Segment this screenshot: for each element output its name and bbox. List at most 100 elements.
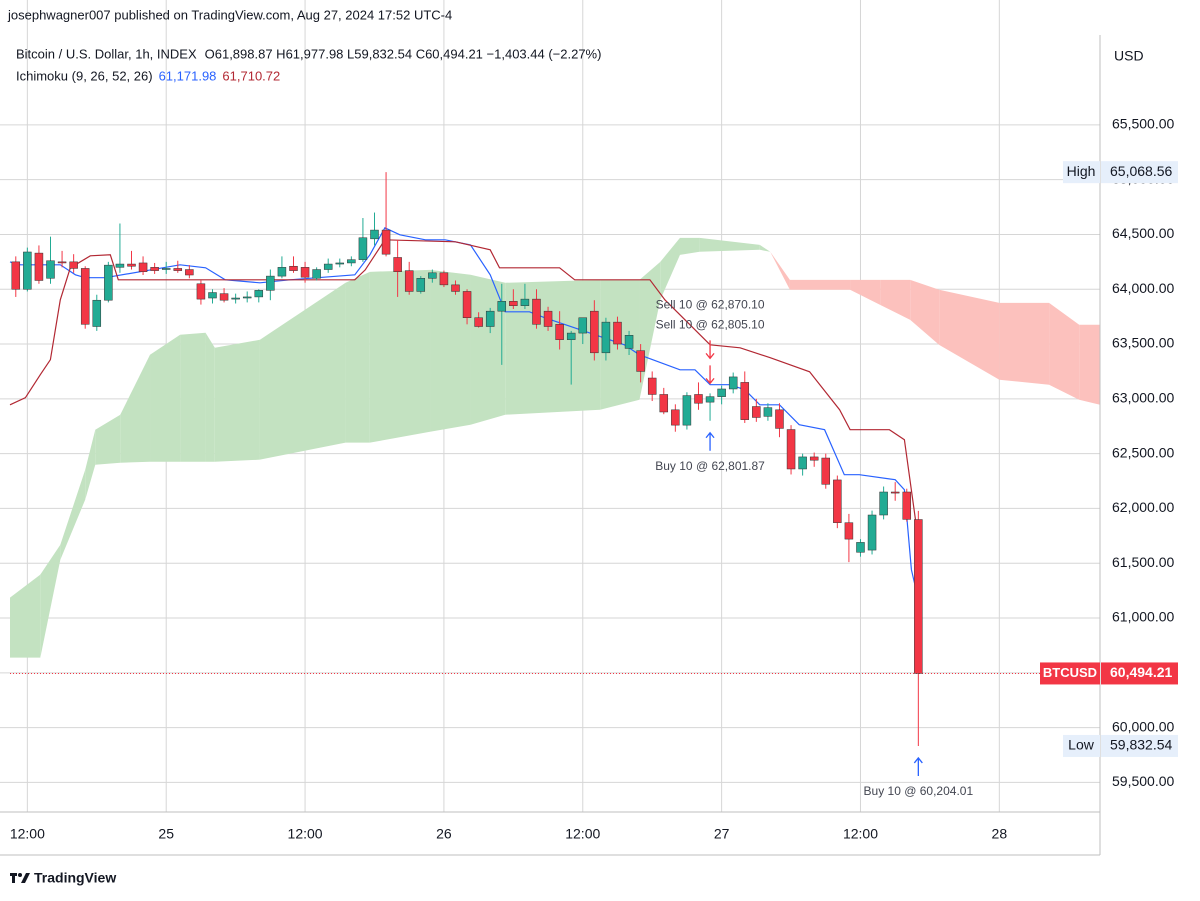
logo-part (12, 873, 15, 883)
cloud-segment (40, 544, 61, 658)
candle-body (34, 252, 44, 281)
candle-body (786, 429, 796, 470)
candle-body (127, 263, 136, 267)
candle-body (358, 237, 368, 260)
cloud-segment (150, 334, 181, 462)
candle-body (682, 395, 692, 426)
candle-body (902, 491, 912, 520)
candle-body (451, 284, 460, 292)
candle-body (46, 260, 55, 279)
candle-body (347, 259, 356, 264)
cloud-segment (345, 271, 370, 443)
cloud-segment (430, 269, 471, 432)
candle-body (404, 270, 414, 292)
cloud-segment (214, 339, 260, 462)
candle-body (196, 283, 206, 300)
candle-body (590, 310, 599, 354)
candle-body (173, 268, 183, 271)
annotation-label: Buy 10 @ 60,204.01 (864, 784, 974, 798)
currency-label: USD (1114, 48, 1144, 64)
x-tick-label: 25 (158, 826, 174, 842)
candle-body (647, 377, 657, 395)
y-tick-label: 63,000.00 (1112, 390, 1174, 406)
candle-body (532, 298, 541, 325)
x-tick-label: 12:00 (288, 826, 323, 842)
y-tick-label: 62,500.00 (1112, 444, 1174, 460)
candle-body (578, 317, 588, 334)
cloud-segment (85, 429, 96, 500)
indicator-title: Ichimoku (9, 26, 52, 26) (16, 68, 153, 83)
y-tick-label: 61,500.00 (1112, 554, 1174, 570)
candle-body (509, 301, 518, 306)
last-price-value-box (1101, 662, 1178, 685)
published-note: josephwagner007 published on TradingView… (7, 7, 452, 22)
logo-part (18, 873, 22, 877)
candle-body (104, 264, 113, 301)
candle-body (370, 229, 379, 240)
candle-body (809, 456, 819, 461)
cloud-segment (180, 332, 206, 462)
cloud-segment (600, 279, 640, 410)
annotation-label: Sell 10 @ 62,805.10 (656, 318, 765, 332)
candle-body (393, 257, 402, 272)
candle-body (242, 296, 252, 299)
candle-body (752, 406, 761, 418)
x-tick-label: 27 (714, 826, 730, 842)
tenkan-line (9, 227, 919, 600)
cloud-segment (660, 237, 680, 300)
cloud-segment (850, 279, 881, 305)
candle-body (601, 321, 611, 354)
y-tick-label: 62,000.00 (1112, 499, 1174, 515)
candle-body (381, 229, 391, 255)
cloud-segment (910, 279, 940, 345)
candle-body (150, 267, 159, 271)
ohlc-legend: O61,898.87 H61,977.98 L59,832.54 C60,494… (205, 46, 602, 61)
x-tick-label: 26 (436, 826, 452, 842)
candle-body (763, 407, 773, 417)
candle-body (138, 262, 148, 272)
candle-body (636, 350, 645, 372)
logo-part (21, 873, 30, 883)
candle-body (671, 409, 680, 426)
candle-body (23, 251, 32, 290)
candle-body (219, 293, 229, 301)
candle-body (11, 261, 21, 290)
cloud-segment (120, 354, 151, 463)
cloud-segment (939, 289, 1000, 380)
candle-body (659, 394, 669, 413)
annotation-arrow (705, 365, 715, 385)
cloud-segment (1049, 302, 1080, 400)
candle-body (439, 272, 449, 286)
low-marker-value-box (1101, 734, 1178, 757)
high-marker-value: 65,068.56 (1110, 163, 1172, 179)
candle-body (231, 297, 240, 300)
annotation-arrow (705, 431, 715, 451)
candle-body (185, 269, 194, 276)
cloud-segment (1079, 324, 1100, 405)
candle-body (416, 278, 426, 292)
candle-body (312, 269, 321, 279)
candle-body (161, 268, 171, 270)
y-tick-label: 61,000.00 (1112, 609, 1174, 625)
cloud-segment (505, 279, 601, 415)
x-tick-label: 28 (992, 826, 1008, 842)
footer-brand: TradingView (34, 870, 116, 886)
cloud-segment (60, 469, 86, 560)
candle-body (914, 519, 923, 674)
candle-body (844, 522, 854, 540)
y-tick-label: 63,500.00 (1112, 335, 1174, 351)
x-tick-label: 12:00 (843, 826, 878, 842)
candle-body (92, 299, 102, 327)
candle-body (462, 291, 472, 318)
low-marker-box (1063, 734, 1100, 757)
candle-body (289, 265, 298, 271)
cloud-segment (999, 302, 1050, 385)
candle-body (694, 394, 703, 404)
candle-body (775, 409, 784, 429)
candle-body (717, 388, 726, 397)
candle-body (485, 310, 495, 327)
candle-body (497, 301, 507, 312)
candle-body (879, 491, 888, 516)
candle-body (543, 310, 553, 327)
candle-body (740, 382, 750, 420)
